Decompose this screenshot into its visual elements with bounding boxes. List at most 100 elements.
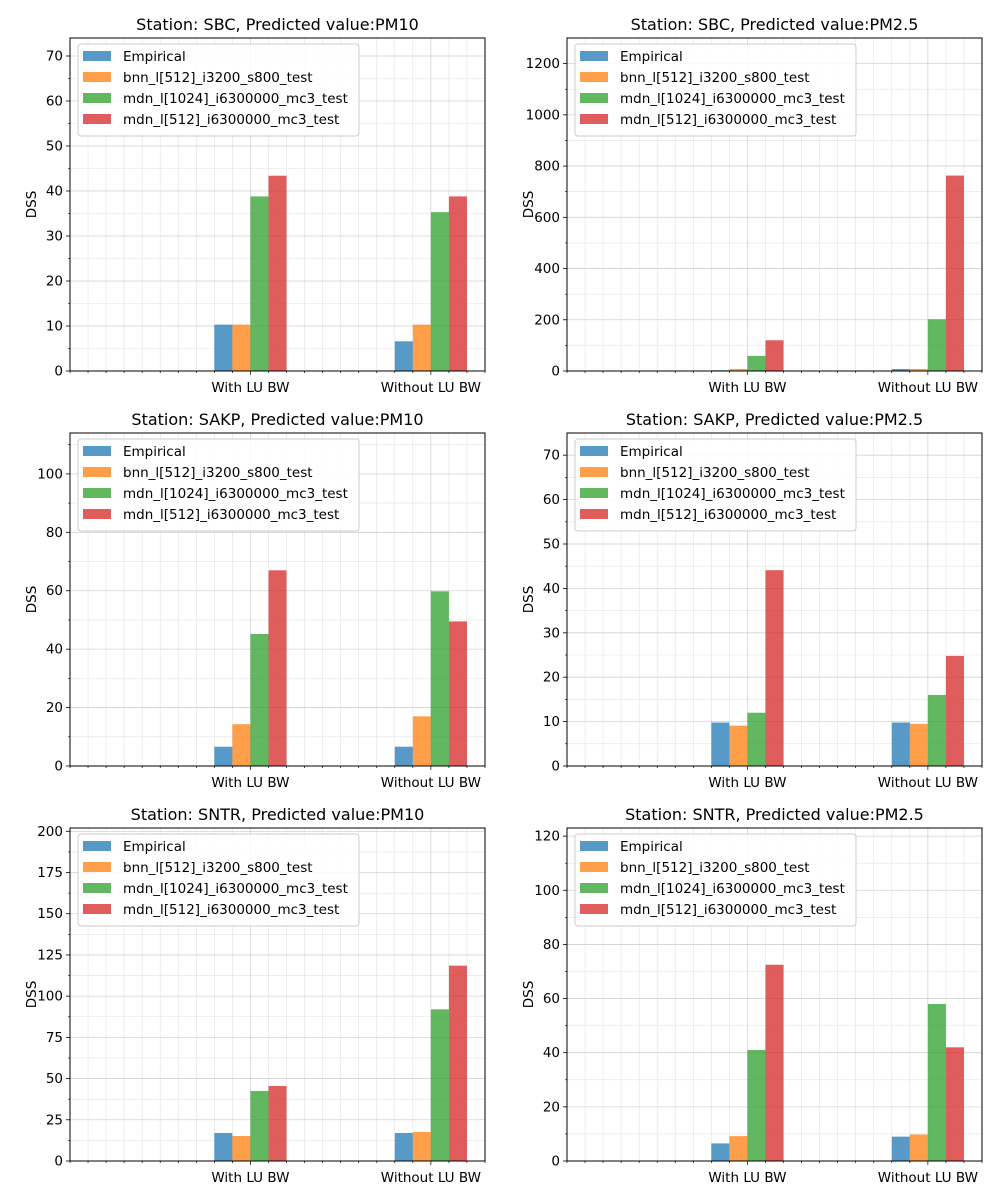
bar [412,324,431,371]
legend: Empirical bnn_l[512]_i3200_s800_test mdn_l… [77,833,360,927]
y-tick-label: 125 [37,947,63,963]
bar [394,1132,413,1161]
legend-label: mdn_l[1024]_i6300000_mc3_test [123,91,348,107]
x-tick-label: Without LU BW [878,775,978,791]
legend-box [574,43,857,137]
y-tick-label: 50 [46,139,63,155]
bar [412,1131,431,1161]
y-axis-label: DSS [521,981,537,1009]
y-tick-label: 200 [37,824,63,840]
x-tick-label: Without LU BW [381,1170,481,1186]
bar [945,1047,964,1161]
legend-label: Empirical [620,49,683,65]
subplot-2: 0 200 400 600 800 1000 1200 With LU BW Without L… [521,15,983,396]
bar [729,1136,748,1161]
legend-label: mdn_l[1024]_i6300000_mc3_test [123,881,348,897]
y-tick-label: 25 [46,1112,63,1128]
y-axis-label: DSS [521,586,537,614]
legend-box [77,833,360,927]
legend-label: mdn_l[512]_i6300000_mc3_test [123,902,339,918]
y-tick-label: 20 [543,670,560,686]
y-tick-label: 10 [46,319,63,335]
bar [250,1090,269,1161]
bar [232,724,251,766]
bar [927,1003,946,1161]
y-tick-label: 200 [534,312,560,328]
bar [214,324,233,371]
y-tick-label: 30 [46,229,63,245]
legend-label: bnn_l[512]_i3200_s800_test [123,860,313,876]
legend-label: bnn_l[512]_i3200_s800_test [123,465,313,481]
legend-label: mdn_l[1024]_i6300000_mc3_test [620,486,845,502]
legend-swatch [83,488,111,498]
bar [394,746,413,766]
bar [747,355,766,371]
y-tick-label: 80 [46,525,63,541]
legend-box [574,438,857,532]
legend-box [77,43,360,137]
legend-swatch [580,446,608,456]
legend-label: mdn_l[1024]_i6300000_mc3_test [620,91,845,107]
y-tick-label: 40 [543,581,560,597]
y-tick-label: 60 [46,94,63,110]
bar [412,716,431,766]
chart-title: Station: SAKP, Predicted value:PM10 [131,410,423,429]
bar [765,570,784,766]
bar [711,722,730,766]
legend-label: Empirical [123,839,186,855]
y-tick-label: 70 [543,448,560,464]
bar [711,1143,730,1161]
bar [394,341,413,371]
bar [268,1085,287,1161]
y-tick-label: 40 [46,642,63,658]
bar [250,633,269,766]
legend-swatch [580,841,608,851]
legend-label: bnn_l[512]_i3200_s800_test [620,465,810,481]
legend-swatch [83,904,111,914]
y-tick-label: 20 [46,700,63,716]
legend-label: Empirical [620,839,683,855]
legend: Empirical bnn_l[512]_i3200_s800_test mdn_l… [574,438,857,532]
chart-title: Station: SNTR, Predicted value:PM10 [131,805,425,824]
y-tick-label: 10 [543,714,560,730]
legend-label: mdn_l[1024]_i6300000_mc3_test [620,881,845,897]
legend-swatch [83,72,111,82]
axes-frame [566,37,983,372]
subplot-6: 0 20 40 60 80 100 120 With LU BW Without LU BW DS… [521,805,983,1186]
y-tick-label: 40 [543,1045,560,1061]
legend-swatch [580,488,608,498]
bar [430,1009,449,1161]
legend-swatch [580,883,608,893]
legend-box [77,438,360,532]
y-tick-label: 50 [46,1071,63,1087]
legend-label: mdn_l[512]_i6300000_mc3_test [620,112,836,128]
legend-swatch [83,509,111,519]
y-tick-label: 0 [54,759,63,775]
bar [945,655,964,766]
subplot-3: 0 20 40 60 80 100 With LU BW Without LU BW DSS St… [24,410,486,791]
subplot-5: 0 25 50 75 100 125 150 175 200 With LU BW Without … [24,805,486,1186]
y-tick-label: 1000 [526,107,560,123]
y-tick-label: 60 [543,492,560,508]
bar [927,694,946,766]
y-tick-label: 1200 [526,56,560,72]
y-tick-label: 70 [46,49,63,65]
legend-swatch [83,93,111,103]
y-tick-label: 30 [543,625,560,641]
bar [945,175,964,371]
bar [747,1050,766,1161]
legend-label: mdn_l[512]_i6300000_mc3_test [123,507,339,523]
legend-label: Empirical [620,444,683,460]
y-axis-label: DSS [521,191,537,219]
legend-swatch [580,467,608,477]
y-tick-label: 120 [534,829,560,845]
y-tick-label: 0 [54,364,63,380]
bar [214,1132,233,1161]
axes-frame [69,37,486,372]
y-tick-label: 100 [37,466,63,482]
legend-label: bnn_l[512]_i3200_s800_test [620,70,810,86]
bar [232,324,251,371]
legend-box [574,833,857,927]
x-tick-label: With LU BW [708,775,786,791]
